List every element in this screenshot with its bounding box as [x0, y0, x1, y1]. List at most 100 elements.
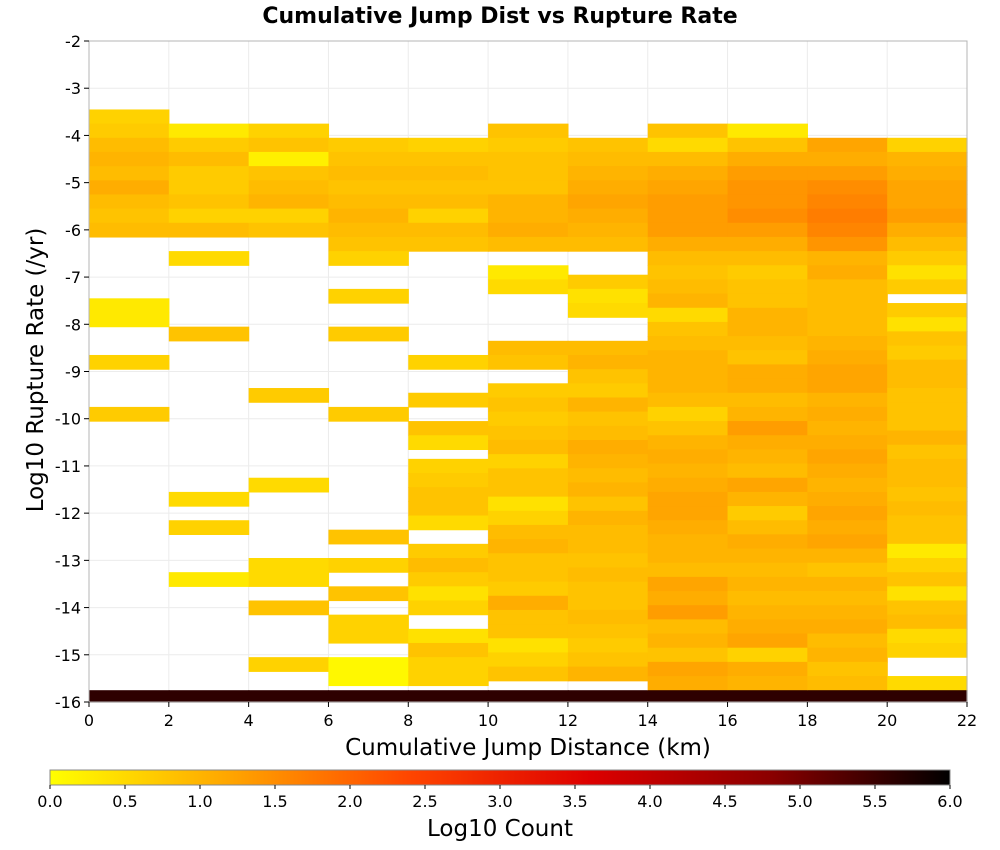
heatmap-cell [567, 468, 649, 484]
heatmap-cell [488, 567, 569, 583]
heatmap-cell [647, 520, 729, 535]
heatmap-cell [488, 151, 569, 167]
heatmap-cell [567, 690, 649, 703]
y-tick-label: -4 [65, 126, 81, 145]
heatmap-cell [488, 468, 569, 484]
heatmap-cell [887, 251, 968, 266]
heatmap-cell [647, 690, 729, 703]
heatmap-cell [887, 416, 968, 432]
heatmap-cell [887, 586, 968, 602]
heatmap-cell [807, 336, 888, 351]
heatmap-cell [727, 392, 808, 408]
heatmap-cell [408, 194, 489, 210]
y-tick-label: -8 [65, 315, 81, 334]
heatmap-cell [887, 137, 968, 153]
y-tick-label: -9 [65, 363, 81, 382]
heatmap-cell [248, 600, 330, 616]
heatmap-cell [727, 435, 808, 450]
heatmap-cell [647, 421, 729, 436]
heatmap-cell [727, 548, 808, 564]
y-tick-label: -7 [65, 268, 81, 287]
heatmap-cell [887, 279, 968, 295]
heatmap-cell [408, 501, 489, 517]
heatmap-cell [408, 166, 489, 181]
heatmap-cell [727, 591, 808, 606]
heatmap-cell [727, 137, 808, 153]
heatmap-cell [727, 463, 808, 479]
colorbar-tick-label: 0.0 [37, 792, 62, 811]
heatmap-cell [328, 690, 409, 703]
heatmap-cell [887, 430, 968, 446]
heatmap-cell [488, 439, 569, 455]
heatmap-cell [727, 236, 808, 252]
heatmap-cell [887, 614, 968, 630]
heatmap-cell [567, 524, 649, 540]
colorbar-tick-label: 6.0 [937, 792, 962, 811]
heatmap-cell [647, 236, 729, 252]
y-tick-label: -5 [65, 174, 81, 193]
heatmap-cell [488, 222, 569, 238]
heatmap-cell [488, 652, 569, 668]
x-tick-label: 0 [84, 711, 94, 730]
heatmap-cell [807, 208, 888, 224]
heatmap-cell [647, 562, 729, 578]
x-tick-label: 8 [403, 711, 413, 730]
heatmap-cell [488, 510, 569, 526]
heatmap-cell [89, 690, 170, 703]
heatmap-cell [647, 548, 729, 564]
heatmap-cell [328, 194, 409, 210]
heatmap-cell [328, 558, 409, 573]
heatmap-cell [248, 222, 330, 238]
heatmap-cell [887, 402, 968, 417]
heatmap-cell [567, 397, 649, 413]
heatmap-cell [488, 581, 569, 597]
heatmap-cell [488, 166, 569, 181]
heatmap-cell [248, 690, 330, 703]
heatmap-cell [647, 336, 729, 351]
heatmap-cell [727, 520, 808, 535]
heatmap-cell [807, 307, 888, 323]
heatmap-cell [248, 572, 330, 587]
heatmap-cell [807, 647, 888, 663]
heatmap-cell [727, 690, 808, 703]
heatmap-cell [248, 558, 330, 573]
heatmap-cell [168, 690, 250, 703]
heatmap-cell [567, 354, 649, 370]
heatmap-cell [89, 208, 170, 224]
heatmap-cell [887, 236, 968, 252]
heatmap-cell [328, 208, 409, 224]
heatmap-cell [647, 676, 729, 691]
heatmap-cell [408, 487, 489, 502]
heatmap-cell [567, 595, 649, 611]
heatmap-cell [807, 364, 888, 380]
colorbar-tick-label: 4.0 [637, 792, 662, 811]
heatmap-cell [408, 690, 489, 703]
heatmap-cell [887, 628, 968, 644]
heatmap-cell [807, 279, 888, 295]
heatmap-cell [408, 151, 489, 167]
heatmap-cell [488, 194, 569, 210]
heatmap-cell [807, 661, 888, 677]
heatmap-cell [488, 690, 569, 703]
heatmap-cell [488, 425, 569, 441]
heatmap-cell [727, 605, 808, 620]
heatmap-cell [647, 307, 729, 323]
heatmap-cell [647, 166, 729, 181]
heatmap-cell [328, 628, 409, 644]
heatmap-cell [567, 539, 649, 554]
colorbar-tick-label: 2.0 [337, 792, 362, 811]
heatmap-cell [567, 624, 649, 639]
heatmap-cell [647, 180, 729, 196]
heatmap-cell [488, 397, 569, 413]
heatmap-cell [89, 406, 170, 422]
heatmap-cell [647, 435, 729, 450]
heatmap-cell [647, 378, 729, 394]
heatmap-cell [807, 463, 888, 479]
heatmap-cell [488, 137, 569, 153]
heatmap-cell [488, 482, 569, 498]
y-axis-label: Log10 Rupture Rate (/yr) [23, 228, 49, 513]
heatmap-cell [567, 288, 649, 304]
x-tick-label: 22 [957, 711, 977, 730]
x-axis-label: Cumulative Jump Distance (km) [345, 735, 711, 761]
heatmap-cell [567, 411, 649, 427]
